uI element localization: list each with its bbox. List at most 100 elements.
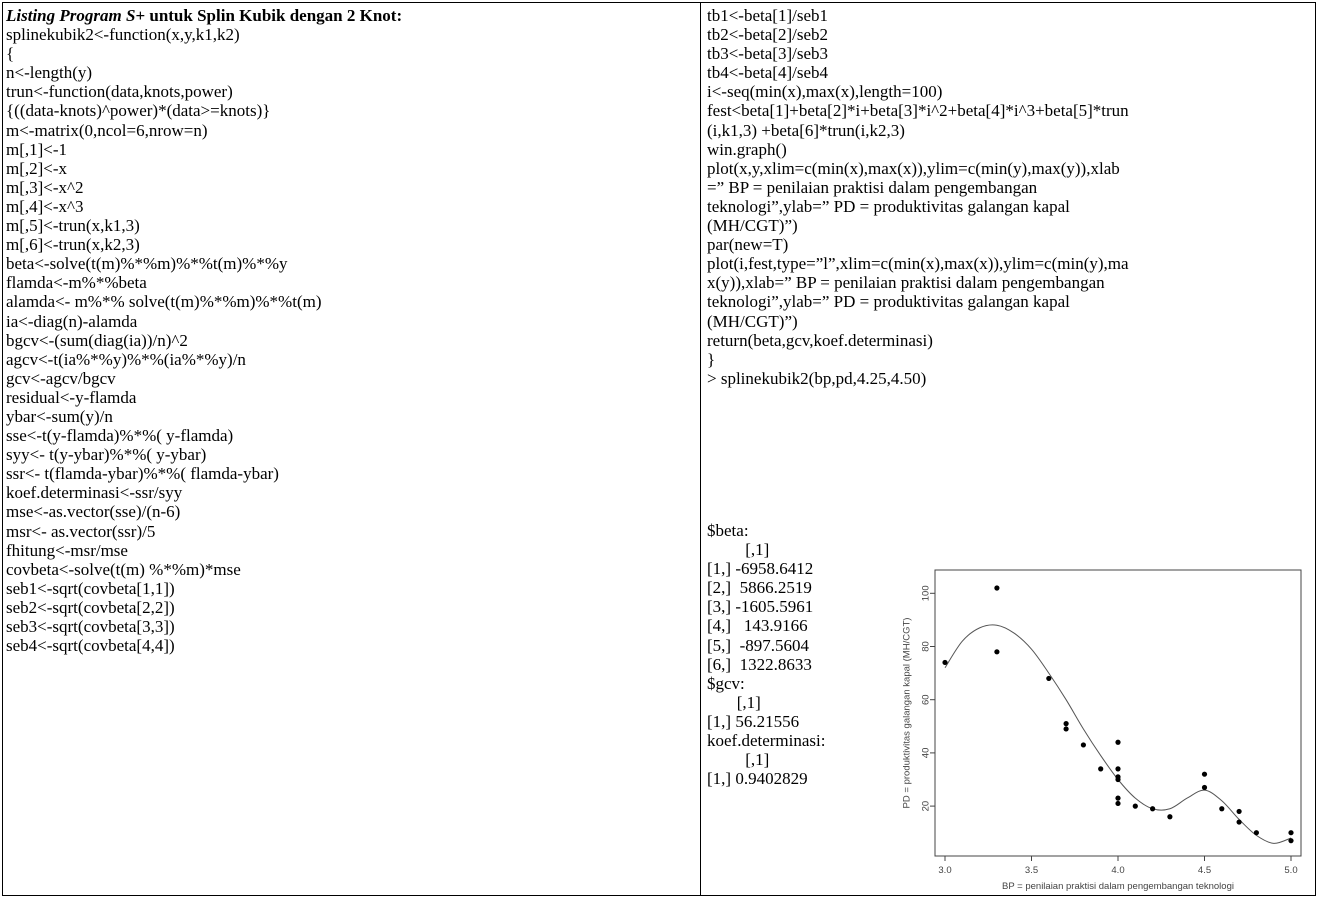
data-point	[1201, 771, 1208, 777]
data-point	[994, 649, 1000, 655]
data-point	[1288, 838, 1294, 844]
code-line: seb2<-sqrt(covbeta[2,2])	[6, 597, 175, 617]
code-line: seb1<-sqrt(covbeta[1,1])	[6, 578, 175, 598]
code-line: bgcv<-(sum(diag(ia))/n)^2	[6, 330, 188, 350]
code-line: trun<-function(data,knots,power)	[6, 82, 233, 102]
code-line: return(beta,gcv,koef.determinasi)	[707, 330, 933, 350]
code-line: [4,] 143.9166	[707, 616, 808, 636]
code-line: [1,] 0.9402829	[707, 769, 808, 789]
data-point	[1046, 675, 1052, 682]
code-line: {	[6, 44, 15, 64]
code-line: win.graph()	[707, 139, 787, 159]
data-point	[1115, 795, 1121, 801]
data-point	[1150, 806, 1156, 812]
x-tick-label: 4.0	[1111, 865, 1124, 876]
y-tick-label: 60	[921, 694, 932, 705]
code-line: teknologi”,ylab=” PD = produktivitas gal…	[707, 196, 1070, 216]
code-line: (MH/CGT)”)	[707, 311, 798, 331]
code-line: ybar<-sum(y)/n	[6, 406, 113, 426]
spline-plot: PD = produktivitas galangan kapal (MH/CG…	[893, 556, 1313, 896]
data-point	[1236, 819, 1242, 825]
code-line: tb3<-beta[3]/seb3	[707, 44, 828, 64]
data-point	[1236, 808, 1242, 815]
code-line: splinekubik2<-function(x,y,k1,k2)	[6, 25, 240, 45]
code-line: covbeta<-solve(t(m) %*%m)*mse	[6, 559, 241, 579]
data-point	[994, 585, 1000, 591]
code-line: m<-matrix(0,ncol=6,nrow=n)	[6, 120, 208, 140]
left-column: Listing Program S+ untuk Splin Kubik den…	[6, 6, 696, 655]
code-line: =” BP = penilaian praktisi dalam pengemb…	[707, 177, 1038, 197]
code-line: [,1]	[707, 692, 761, 712]
code-line: [3,] -1605.5961	[707, 597, 814, 617]
plot-area-box	[934, 569, 1302, 857]
x-tick-label: 3.5	[1025, 865, 1038, 876]
code-line: [1,] -6958.6412	[707, 559, 814, 579]
code-line: m[,3]<-x^2	[6, 177, 84, 197]
code-line: [1,] 56.21556	[707, 711, 800, 731]
data-point	[1201, 784, 1208, 791]
code-line: (MH/CGT)”)	[707, 216, 798, 236]
left-code-lines: splinekubik2<-function(x,y,k1,k2){n<-len…	[6, 25, 696, 655]
code-line: agcv<-t(ia%*%y)%*%(ia%*%y)/n	[6, 349, 246, 369]
data-point	[1098, 766, 1104, 772]
code-line: m[,2]<-x	[6, 158, 68, 178]
data-point	[1288, 830, 1294, 836]
code-line: flamda<-m%*%beta	[6, 273, 147, 293]
code-line: plot(i,fest,type=”l”,xlim=c(min(x),max(x…	[707, 254, 1129, 274]
data-point	[1063, 721, 1069, 727]
code-line: $gcv:	[707, 673, 745, 693]
data-point	[1167, 814, 1173, 820]
code-line: koef.determinasi<-ssr/syy	[6, 483, 183, 503]
x-tick-label: 3.0	[938, 865, 951, 876]
code-line: fhitung<-msr/mse	[6, 540, 128, 560]
code-line: {((data-knots)^power)*(data>=knots)}	[6, 101, 271, 121]
listing-title-italic: Listing Program S+	[6, 6, 146, 25]
code-line: (i,k1,3) +beta[6]*trun(i,k2,3)	[707, 120, 905, 140]
data-point	[1253, 830, 1259, 836]
listing-title-rest: untuk Splin Kubik dengan 2 Knot:	[145, 6, 403, 25]
code-line: seb3<-sqrt(covbeta[3,3])	[6, 617, 175, 636]
code-line: [5,] -897.5604	[707, 635, 809, 655]
code-line: }	[707, 349, 716, 369]
code-line: $beta:	[707, 521, 749, 540]
code-line: [6,] 1322.8633	[707, 654, 812, 674]
data-point	[1080, 742, 1086, 748]
code-line: mse<-as.vector(sse)/(n-6)	[6, 502, 181, 522]
code-line: n<-length(y)	[6, 63, 93, 83]
code-line: sse<-t(y-flamda)%*%( y-flamda)	[6, 426, 234, 446]
code-line: i<-seq(min(x),max(x),length=100)	[707, 82, 943, 102]
code-line: [,1]	[707, 540, 770, 560]
code-line: koef.determinasi:	[707, 731, 826, 751]
console-output: $beta: [,1] [1,] -6958.6412 [2,] 5866.2519…	[707, 521, 826, 788]
spline-plot-svg: PD = produktivitas galangan kapal (MH/CG…	[902, 569, 1302, 892]
data-point	[1132, 803, 1138, 809]
code-line: x(y)),xlab=” BP = penilaian praktisi dal…	[707, 273, 1105, 293]
code-line: m[,1]<-1	[6, 139, 68, 159]
x-axis-label: BP = penilaian praktisi dalam pengembang…	[1002, 881, 1234, 892]
code-line: gcv<-agcv/bgcv	[6, 368, 116, 388]
code-line: m[,5]<-trun(x,k1,3)	[6, 216, 140, 236]
code-line: [,1]	[707, 750, 770, 770]
code-line: plot(x,y,xlim=c(min(x),max(x)),ylim=c(mi…	[707, 158, 1120, 178]
x-tick-label: 4.5	[1198, 865, 1211, 876]
code-line: residual<-y-flamda	[6, 387, 137, 407]
data-point	[1115, 739, 1121, 745]
y-tick-label: 40	[921, 748, 932, 759]
y-tick-label: 20	[921, 801, 932, 812]
y-tick-label: 80	[921, 641, 932, 652]
data-point	[1063, 726, 1069, 732]
code-line: syy<- t(y-ybar)%*%( y-ybar)	[6, 445, 207, 465]
code-line: > splinekubik2(bp,pd,4.25,4.50)	[707, 368, 927, 388]
code-line: m[,6]<-trun(x,k2,3)	[6, 235, 140, 255]
right-column: tb1<-beta[1]/seb1 tb2<-beta[2]/seb2 tb3<-b…	[707, 6, 1311, 388]
code-line: msr<- as.vector(ssr)/5	[6, 521, 156, 541]
data-point	[1115, 766, 1121, 772]
code-line: par(new=T)	[707, 235, 789, 255]
code-line: ssr<- t(flamda-ybar)%*%( flamda-ybar)	[6, 464, 279, 484]
code-line: ia<-diag(n)-alamda	[6, 311, 138, 331]
console-output-lines: $beta: [,1] [1,] -6958.6412 [2,] 5866.2519…	[707, 521, 826, 788]
code-line: teknologi”,ylab=” PD = produktivitas gal…	[707, 292, 1070, 312]
code-line: seb4<-sqrt(covbeta[4,4])	[6, 636, 175, 656]
code-line: m[,4]<-x^3	[6, 196, 84, 216]
